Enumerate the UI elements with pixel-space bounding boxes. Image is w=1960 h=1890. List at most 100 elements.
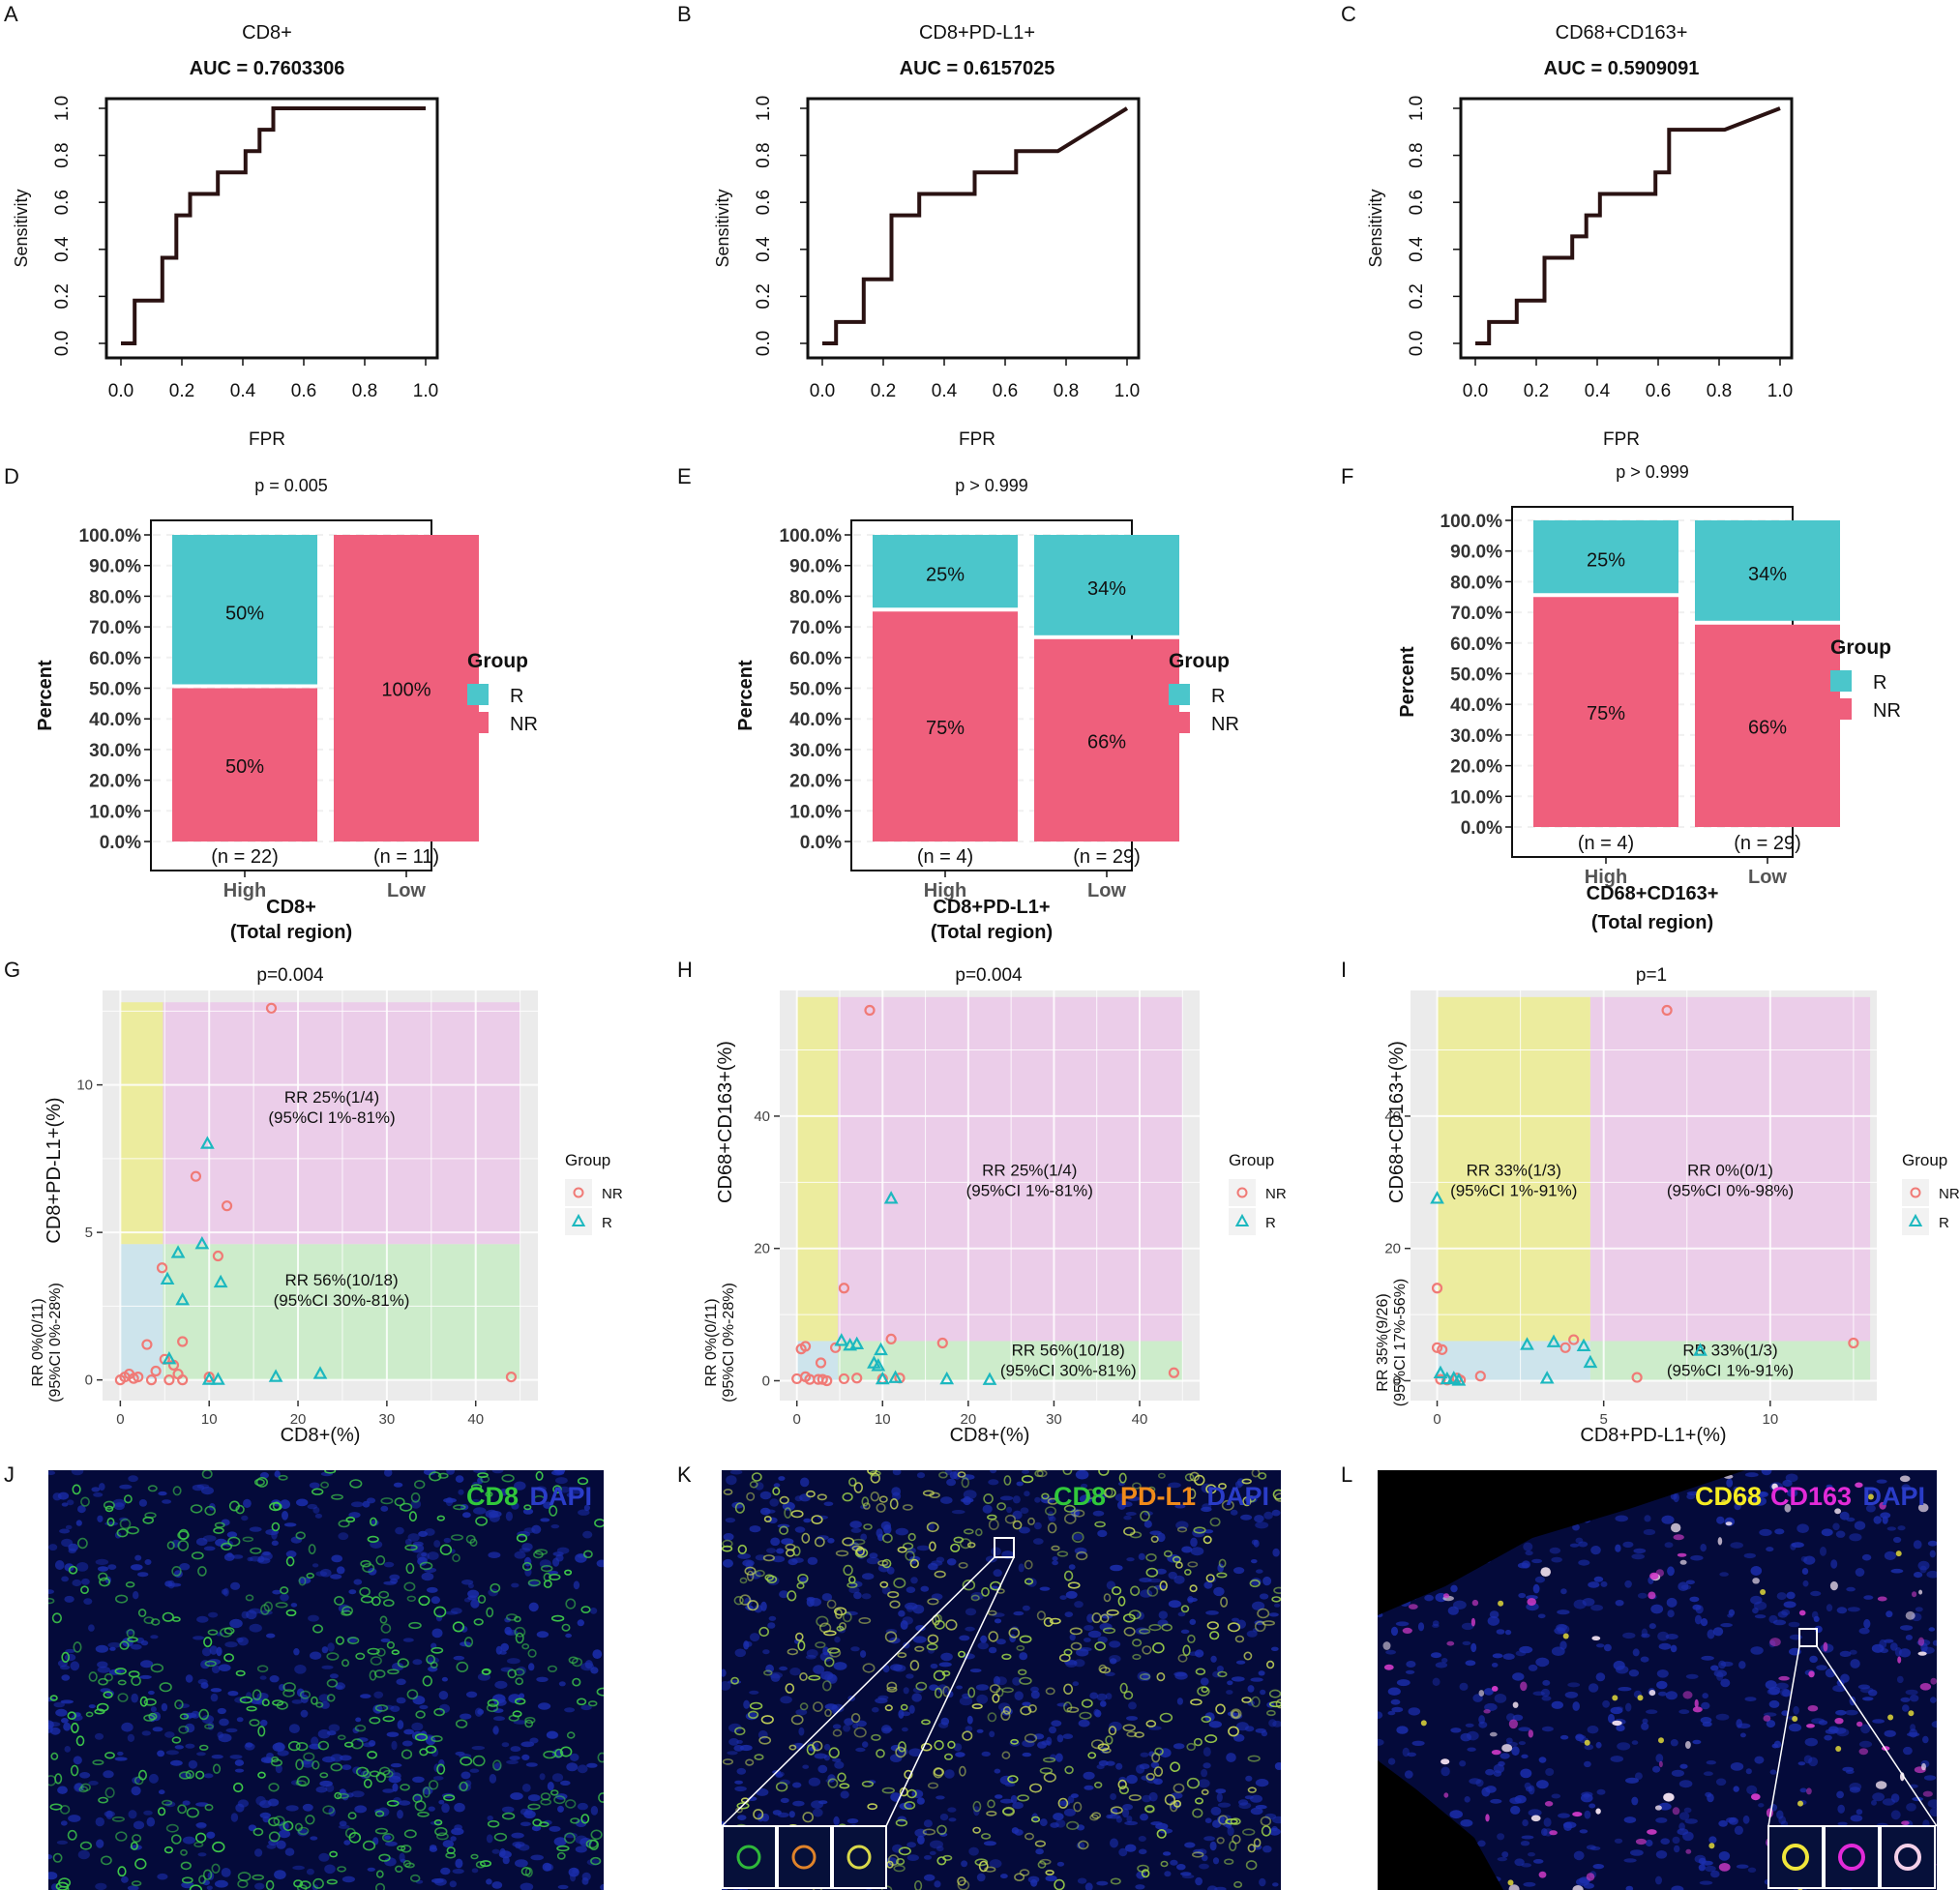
cd8-cell: [131, 1675, 141, 1686]
nucleus: [1477, 1840, 1486, 1847]
nucleus: [1153, 1778, 1163, 1786]
cd163-cell: [1491, 1750, 1501, 1756]
nucleus: [1156, 1532, 1166, 1543]
nucleus: [1914, 1572, 1923, 1579]
nucleus: [1387, 1710, 1396, 1716]
cd8-pdl1-cell: [895, 1746, 906, 1758]
nucleus: [314, 1513, 322, 1519]
nucleus: [1849, 1787, 1861, 1793]
nucleus: [1595, 1643, 1605, 1648]
cd8-pdl1-cell: [722, 1758, 734, 1765]
cd8-pdl1-cell: [962, 1579, 976, 1591]
nucleus: [1065, 1590, 1078, 1599]
nucleus: [356, 1737, 369, 1743]
nucleus: [1586, 1845, 1596, 1850]
nucleus: [95, 1558, 109, 1565]
point-r: [213, 1274, 228, 1288]
nucleus: [210, 1693, 219, 1702]
nucleus: [1884, 1550, 1896, 1560]
cd163-cell: [1899, 1475, 1911, 1483]
cd8-cell: [371, 1596, 381, 1607]
cd8-cell: [114, 1668, 127, 1675]
nucleus: [1737, 1723, 1751, 1729]
nucleus: [421, 1552, 428, 1557]
nucleus: [1767, 1688, 1780, 1696]
cd8-cell: [565, 1598, 577, 1609]
nucleus: [1518, 1727, 1531, 1731]
nucleus: [1114, 1493, 1127, 1502]
nucleus: [1074, 1601, 1084, 1609]
nucleus: [139, 1674, 152, 1679]
cd8-pdl1-cell: [934, 1687, 943, 1698]
nucleus: [1753, 1496, 1767, 1506]
nucleus: [1660, 1838, 1670, 1845]
cd8-pdl1-cell: [897, 1741, 906, 1753]
panel-letter-l: L: [1341, 1462, 1352, 1487]
nucleus: [1837, 1821, 1848, 1826]
nucleus: [1253, 1539, 1260, 1548]
cd8-pdl1-cell: [926, 1521, 939, 1533]
nucleus: [1235, 1722, 1249, 1731]
cd8-pdl1-cell: [1156, 1672, 1166, 1682]
nucleus: [391, 1740, 398, 1751]
cd163-cell: [1470, 1617, 1475, 1627]
cd163-cell: [1485, 1814, 1490, 1822]
cd163-cell: [1471, 1599, 1479, 1607]
nucleus: [1769, 1769, 1777, 1775]
nucleus: [54, 1560, 65, 1570]
cd8-cell: [80, 1585, 89, 1594]
x-tick-label: 10: [1762, 1411, 1778, 1428]
cd8-pdl1-cell: [1108, 1726, 1117, 1736]
point-r: [982, 1372, 997, 1385]
cd8-pdl1-cell: [881, 1787, 896, 1794]
nucleus: [418, 1530, 428, 1537]
nucleus: [1930, 1697, 1937, 1703]
nucleus: [745, 1712, 758, 1721]
cd8-cell: [418, 1595, 431, 1607]
cd8-cell: [412, 1793, 423, 1803]
nucleus: [1000, 1874, 1008, 1879]
nucleus: [568, 1867, 579, 1877]
nucleus: [1861, 1553, 1872, 1561]
nucleus: [393, 1482, 403, 1488]
cd8-pdl1-cell: [1017, 1794, 1029, 1802]
nucleus: [312, 1506, 320, 1514]
cd163-cell: [1725, 1521, 1733, 1526]
nucleus: [131, 1693, 138, 1703]
point-nr: [1431, 1283, 1443, 1294]
cd8-cell: [298, 1576, 307, 1586]
zone-label-upper-right-ci: (95%CI 1%-81%): [268, 1108, 395, 1127]
nucleus: [934, 1880, 941, 1888]
nucleus: [750, 1633, 760, 1642]
nucleus: [768, 1615, 777, 1621]
chart-title: CD8+PD-L1+: [919, 22, 1035, 44]
nucleus: [833, 1662, 847, 1670]
nucleus: [1573, 1850, 1585, 1861]
cd8-pdl1-cell: [1021, 1475, 1034, 1484]
cd8-cell: [535, 1470, 544, 1481]
point-nr: [821, 1374, 833, 1387]
nucleus: [431, 1628, 443, 1639]
nucleus: [928, 1522, 935, 1531]
cd8-cell: [583, 1550, 593, 1559]
cd8-pdl1-cell: [1159, 1580, 1168, 1591]
nucleus: [99, 1483, 105, 1491]
nucleus: [81, 1578, 90, 1585]
bar-r-low: [1695, 520, 1840, 621]
zoom-box: [1798, 1628, 1818, 1647]
nucleus: [1039, 1586, 1051, 1591]
cd8-pdl1-cell: [1132, 1639, 1143, 1647]
point-r: [939, 1371, 955, 1385]
nucleus: [243, 1498, 252, 1508]
cd8-pdl1-cell: [797, 1639, 806, 1651]
nucleus: [1655, 1817, 1668, 1823]
nucleus: [309, 1482, 320, 1489]
nucleus: [138, 1499, 147, 1507]
nucleus: [935, 1795, 945, 1800]
cd8-cell: [475, 1860, 487, 1869]
cd8-cell: [403, 1829, 417, 1839]
cd8-cell: [549, 1789, 559, 1796]
nucleus: [1776, 1592, 1787, 1601]
nucleus: [1929, 1550, 1936, 1558]
nucleus: [1240, 1514, 1253, 1521]
